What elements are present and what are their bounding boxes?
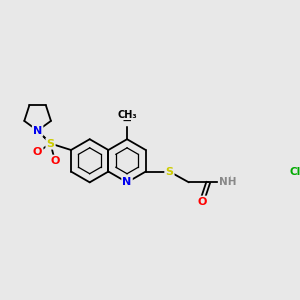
Text: S: S	[46, 139, 55, 148]
Text: S: S	[165, 167, 173, 177]
Text: O: O	[50, 156, 59, 166]
Text: Cl: Cl	[290, 167, 300, 177]
Text: N: N	[122, 177, 132, 187]
Text: N: N	[33, 126, 42, 136]
Text: O: O	[33, 147, 42, 157]
Text: —: —	[123, 116, 131, 125]
Text: CH₃: CH₃	[117, 110, 137, 120]
Text: O: O	[197, 197, 206, 207]
Text: NH: NH	[219, 177, 236, 187]
